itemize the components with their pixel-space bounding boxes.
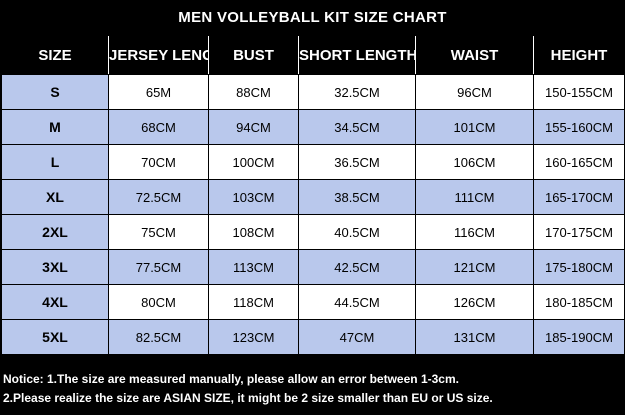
cell-size: L bbox=[1, 144, 109, 180]
cell-height: 155-160CM bbox=[533, 109, 625, 145]
notice: Notice: 1.The size are measured manually… bbox=[3, 370, 623, 408]
cell-size: 5XL bbox=[1, 319, 109, 355]
cell-jersey-length: 65M bbox=[108, 74, 209, 110]
cell-short-length: 32.5CM bbox=[298, 74, 416, 110]
table-row: 5XL 82.5CM 123CM 47CM 131CM 185-190CM bbox=[1, 319, 625, 355]
cell-short-length: 44.5CM bbox=[298, 284, 416, 320]
chart-title: MEN VOLLEYBALL KIT SIZE CHART bbox=[178, 9, 447, 26]
notice-line-1: Notice: 1.The size are measured manually… bbox=[3, 372, 459, 386]
cell-short-length: 42.5CM bbox=[298, 249, 416, 285]
cell-short-length: 47CM bbox=[298, 319, 416, 355]
header-height: HEIGHT bbox=[533, 36, 625, 75]
cell-height: 170-175CM bbox=[533, 214, 625, 250]
notice-line-2: 2.Please realize the size are ASIAN SIZE… bbox=[3, 391, 493, 405]
cell-jersey-length: 77.5CM bbox=[108, 249, 209, 285]
cell-jersey-length: 80CM bbox=[108, 284, 209, 320]
table-row: 2XL 75CM 108CM 40.5CM 116CM 170-175CM bbox=[1, 214, 625, 250]
cell-jersey-length: 72.5CM bbox=[108, 179, 209, 215]
cell-bust: 88CM bbox=[208, 74, 299, 110]
table-body: S 65M 88CM 32.5CM 96CM 150-155CM M 68CM 94CM 34.5… bbox=[1, 74, 625, 355]
cell-waist: 126CM bbox=[415, 284, 534, 320]
cell-bust: 103CM bbox=[208, 179, 299, 215]
cell-short-length: 40.5CM bbox=[298, 214, 416, 250]
cell-height: 185-190CM bbox=[533, 319, 625, 355]
cell-bust: 123CM bbox=[208, 319, 299, 355]
header-row: SIZE JERSEY LENGTH BUST SHORT LENGTH WAI… bbox=[1, 36, 625, 75]
cell-height: 180-185CM bbox=[533, 284, 625, 320]
cell-waist: 106CM bbox=[415, 144, 534, 180]
cell-waist: 116CM bbox=[415, 214, 534, 250]
cell-jersey-length: 68CM bbox=[108, 109, 209, 145]
cell-bust: 108CM bbox=[208, 214, 299, 250]
header-waist: WAIST bbox=[415, 36, 534, 75]
cell-bust: 113CM bbox=[208, 249, 299, 285]
cell-waist: 96CM bbox=[415, 74, 534, 110]
cell-short-length: 38.5CM bbox=[298, 179, 416, 215]
cell-short-length: 34.5CM bbox=[298, 109, 416, 145]
table-row: L 70CM 100CM 36.5CM 106CM 160-165CM bbox=[1, 144, 625, 180]
cell-size: 4XL bbox=[1, 284, 109, 320]
cell-height: 150-155CM bbox=[533, 74, 625, 110]
cell-height: 175-180CM bbox=[533, 249, 625, 285]
cell-height: 160-165CM bbox=[533, 144, 625, 180]
size-table: SIZE JERSEY LENGTH BUST SHORT LENGTH WAI… bbox=[1, 36, 625, 355]
cell-waist: 111CM bbox=[415, 179, 534, 215]
table-row: 4XL 80CM 118CM 44.5CM 126CM 180-185CM bbox=[1, 284, 625, 320]
cell-size: XL bbox=[1, 179, 109, 215]
cell-waist: 101CM bbox=[415, 109, 534, 145]
header-bust: BUST bbox=[208, 36, 299, 75]
cell-size: M bbox=[1, 109, 109, 145]
cell-size: 3XL bbox=[1, 249, 109, 285]
cell-short-length: 36.5CM bbox=[298, 144, 416, 180]
cell-jersey-length: 70CM bbox=[108, 144, 209, 180]
table-row: M 68CM 94CM 34.5CM 101CM 155-160CM bbox=[1, 109, 625, 145]
header-short-length: SHORT LENGTH bbox=[298, 36, 416, 75]
table-row: S 65M 88CM 32.5CM 96CM 150-155CM bbox=[1, 74, 625, 110]
cell-bust: 94CM bbox=[208, 109, 299, 145]
cell-waist: 131CM bbox=[415, 319, 534, 355]
cell-jersey-length: 82.5CM bbox=[108, 319, 209, 355]
table-row: XL 72.5CM 103CM 38.5CM 111CM 165-170CM bbox=[1, 179, 625, 215]
cell-bust: 100CM bbox=[208, 144, 299, 180]
cell-jersey-length: 75CM bbox=[108, 214, 209, 250]
header-size: SIZE bbox=[1, 36, 109, 75]
header-jersey-length: JERSEY LENGTH bbox=[108, 36, 209, 75]
cell-waist: 121CM bbox=[415, 249, 534, 285]
table-row: 3XL 77.5CM 113CM 42.5CM 121CM 175-180CM bbox=[1, 249, 625, 285]
cell-size: S bbox=[1, 74, 109, 110]
cell-bust: 118CM bbox=[208, 284, 299, 320]
cell-size: 2XL bbox=[1, 214, 109, 250]
cell-height: 165-170CM bbox=[533, 179, 625, 215]
